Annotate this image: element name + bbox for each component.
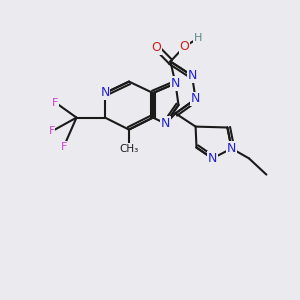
Text: F: F [60,142,67,152]
Text: O: O [180,40,189,53]
Text: N: N [208,152,217,165]
Text: F: F [52,98,59,108]
Text: N: N [191,92,200,106]
Text: N: N [171,77,180,90]
Text: N: N [161,117,170,130]
Text: N: N [100,86,110,100]
Text: CH₃: CH₃ [119,143,139,154]
Text: O: O [152,41,161,54]
Text: F: F [48,126,55,136]
Text: N: N [227,142,236,155]
Text: N: N [187,69,197,82]
Text: H: H [194,33,202,43]
